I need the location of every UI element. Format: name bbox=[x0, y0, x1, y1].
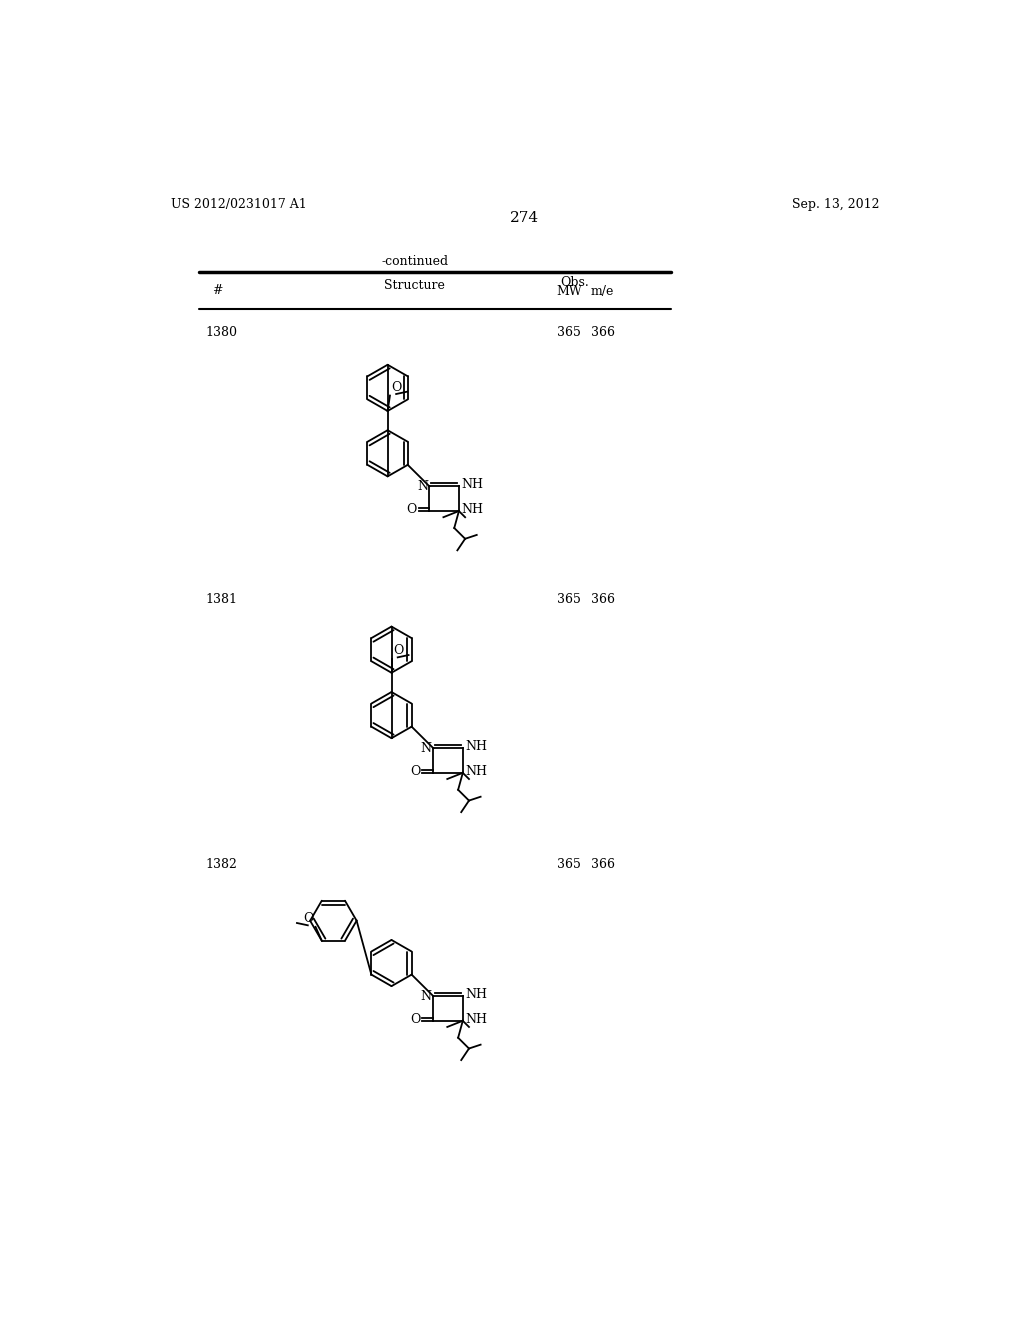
Text: NH: NH bbox=[465, 1012, 487, 1026]
Text: NH: NH bbox=[465, 764, 487, 777]
Text: #: # bbox=[212, 284, 222, 297]
Text: 366: 366 bbox=[591, 858, 614, 871]
Text: Obs.: Obs. bbox=[560, 276, 589, 289]
Text: 1382: 1382 bbox=[206, 858, 238, 871]
Text: NH: NH bbox=[461, 503, 483, 516]
Text: N: N bbox=[421, 990, 432, 1003]
Text: O: O bbox=[304, 912, 314, 925]
Text: NH: NH bbox=[461, 478, 483, 491]
Text: 365: 365 bbox=[557, 858, 581, 871]
Text: O: O bbox=[391, 381, 401, 395]
Text: O: O bbox=[411, 1012, 421, 1026]
Text: Structure: Structure bbox=[384, 280, 445, 292]
Text: O: O bbox=[407, 503, 417, 516]
Text: 366: 366 bbox=[591, 594, 614, 606]
Text: 365: 365 bbox=[557, 594, 581, 606]
Text: m/e: m/e bbox=[591, 285, 614, 298]
Text: NH: NH bbox=[465, 741, 487, 754]
Text: Sep. 13, 2012: Sep. 13, 2012 bbox=[793, 198, 880, 211]
Text: O: O bbox=[411, 764, 421, 777]
Text: N: N bbox=[421, 742, 432, 755]
Text: NH: NH bbox=[465, 989, 487, 1001]
Text: O: O bbox=[393, 644, 403, 657]
Text: 1381: 1381 bbox=[206, 594, 238, 606]
Text: 1380: 1380 bbox=[206, 326, 238, 339]
Text: -continued: -continued bbox=[381, 255, 449, 268]
Text: 274: 274 bbox=[510, 211, 540, 224]
Text: 366: 366 bbox=[591, 326, 614, 339]
Text: 365: 365 bbox=[557, 326, 581, 339]
Text: N: N bbox=[417, 480, 428, 492]
Text: MW: MW bbox=[557, 285, 583, 298]
Text: US 2012/0231017 A1: US 2012/0231017 A1 bbox=[171, 198, 306, 211]
